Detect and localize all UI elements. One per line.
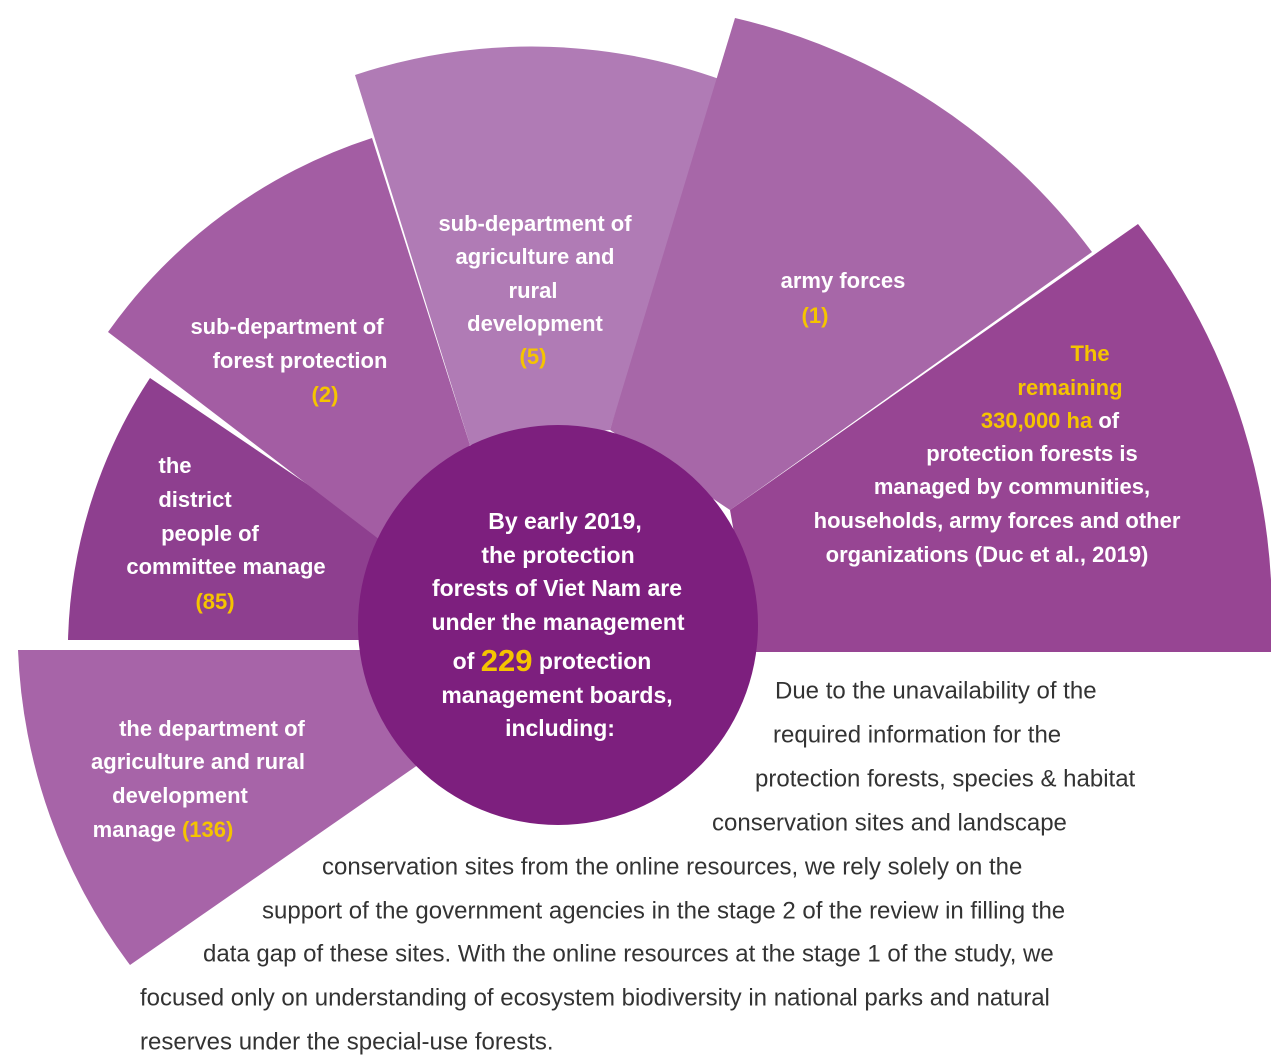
- label: organizations (Duc et al., 2019): [826, 542, 1149, 567]
- label: 330,000 ha of: [981, 408, 1120, 433]
- highlight: remaining: [1017, 375, 1122, 400]
- label: district: [158, 487, 232, 512]
- segment-label: the department of agriculture and rural …: [91, 716, 306, 842]
- paragraph-line: protection forests, species & habitat: [755, 765, 1136, 792]
- paragraph: Due to the unavailability of the require…: [140, 677, 1136, 1055]
- wedge: [68, 378, 400, 640]
- label: sub-department of: [438, 211, 632, 236]
- segment-label: army forces (1): [781, 268, 906, 328]
- label: rural: [509, 278, 558, 303]
- count: (136): [182, 817, 233, 842]
- center-line: including:: [505, 715, 615, 741]
- paragraph-line: focused only on understanding of ecosyst…: [140, 984, 1050, 1011]
- paragraph-line: reserves under the special-use forests.: [140, 1028, 554, 1055]
- label: sub-department of: [190, 314, 384, 339]
- count: (85): [195, 589, 234, 614]
- count: (2): [312, 382, 339, 407]
- center-number: 229: [481, 643, 533, 678]
- label: committee manage: [126, 554, 325, 579]
- label: the: [159, 453, 192, 478]
- paragraph-line: support of the government agencies in th…: [262, 897, 1065, 924]
- segment-label: sub-department of forest protection (2): [190, 314, 387, 407]
- segment-label: sub-department of agriculture and rural …: [438, 211, 632, 369]
- label: forest protection: [213, 348, 388, 373]
- label: the department of: [119, 716, 305, 741]
- center-line: under the management: [431, 609, 684, 635]
- center-line: management boards,: [441, 682, 672, 708]
- segment-label: The remaining 330,000 ha of protection f…: [814, 341, 1181, 567]
- center-line: forests of Viet Nam are: [432, 575, 682, 601]
- center-line: the protection: [481, 542, 634, 568]
- label: agriculture and rural: [91, 749, 305, 774]
- center-line: By early 2019,: [488, 508, 641, 534]
- wedge: [610, 18, 1092, 510]
- count: (1): [802, 303, 829, 328]
- count: (5): [520, 344, 547, 369]
- paragraph-line: conservation sites and landscape: [712, 809, 1067, 836]
- paragraph-line: data gap of these sites. With the online…: [203, 940, 1054, 967]
- paragraph-line: conservation sites from the online resou…: [322, 853, 1022, 880]
- wedge: [108, 138, 470, 540]
- label: agriculture and: [456, 244, 615, 269]
- highlight: The: [1070, 341, 1109, 366]
- label: households, army forces and other: [814, 508, 1181, 533]
- label: of: [1098, 408, 1119, 433]
- label: manage: [93, 817, 176, 842]
- label: development: [467, 311, 603, 336]
- wedge: [355, 46, 722, 445]
- wedge: [18, 650, 440, 965]
- highlight: 330,000 ha: [981, 408, 1093, 433]
- paragraph-line: required information for the: [773, 721, 1061, 748]
- center-line: of 229 protection: [453, 643, 652, 678]
- segment-label: the district people of committee manage …: [126, 453, 325, 614]
- center-circle: [358, 425, 758, 825]
- paragraph-line: Due to the unavailability of the: [775, 677, 1097, 704]
- label: manage (136): [93, 817, 234, 842]
- center-line: protection: [539, 648, 651, 674]
- label: army forces: [781, 268, 906, 293]
- center-text: By early 2019, the protection forests of…: [431, 508, 684, 741]
- wedge: [730, 224, 1271, 652]
- label: development: [112, 783, 248, 808]
- label: managed by communities,: [874, 474, 1150, 499]
- label: people of: [161, 521, 259, 546]
- label: protection forests is: [926, 441, 1137, 466]
- center-line: of: [453, 648, 475, 674]
